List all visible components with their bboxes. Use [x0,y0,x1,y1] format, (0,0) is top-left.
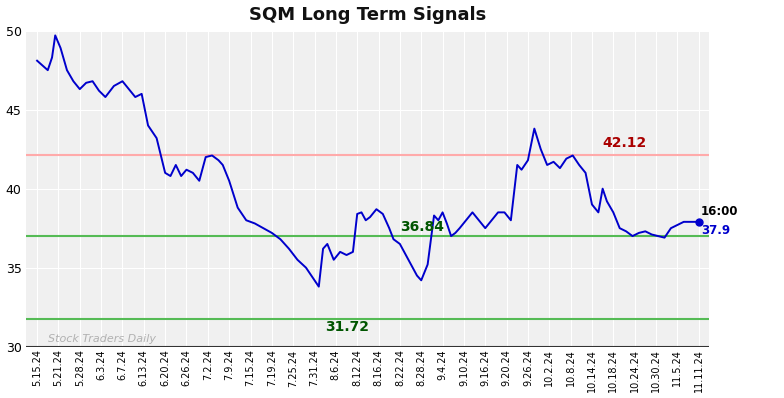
Title: SQM Long Term Signals: SQM Long Term Signals [249,6,487,23]
Text: 16:00: 16:00 [701,205,739,218]
Text: 37.9: 37.9 [701,224,730,237]
Text: Stock Traders Daily: Stock Traders Daily [48,334,156,343]
Text: 31.72: 31.72 [325,320,369,334]
Text: 36.84: 36.84 [400,220,444,234]
Text: 42.12: 42.12 [603,136,647,150]
